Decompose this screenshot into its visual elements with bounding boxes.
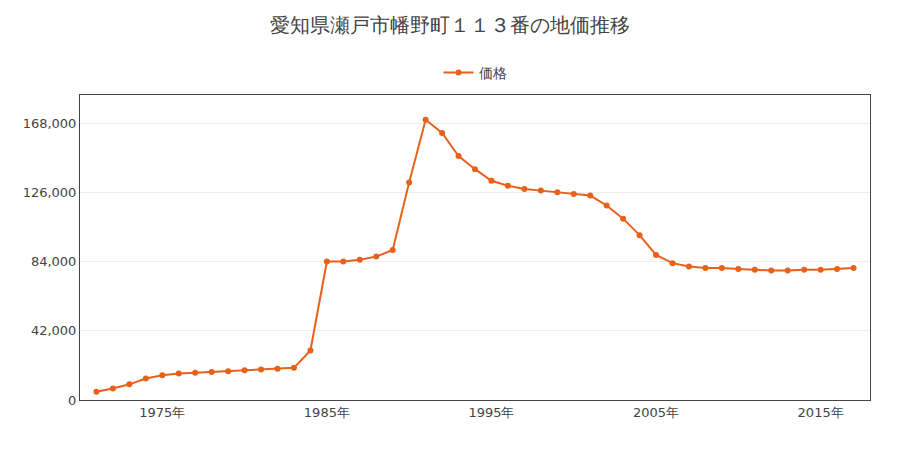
svg-text:0: 0 [68,393,76,408]
svg-text:84,000: 84,000 [31,254,77,269]
svg-text:168,000: 168,000 [23,116,77,131]
svg-text:1985年: 1985年 [304,405,350,420]
svg-text:1975年: 1975年 [139,405,185,420]
svg-text:1995年: 1995年 [468,405,514,420]
svg-text:2015年: 2015年 [798,405,844,420]
svg-text:価格: 価格 [479,65,507,81]
svg-text:愛知県瀬戸市幡野町１１３番の地価推移: 愛知県瀬戸市幡野町１１３番の地価推移 [270,13,630,37]
svg-text:2005年: 2005年 [633,405,679,420]
svg-text:42,000: 42,000 [31,323,77,338]
svg-text:126,000: 126,000 [23,185,77,200]
